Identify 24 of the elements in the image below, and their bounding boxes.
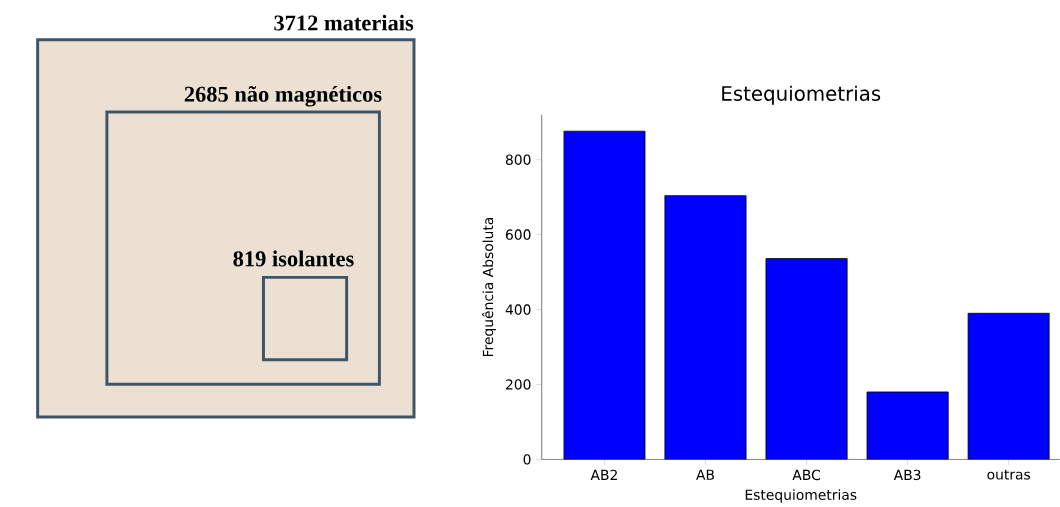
x-axis-title: Estequiometrias xyxy=(745,489,857,503)
x-tick-label: AB xyxy=(696,469,714,480)
data-label: 819 xyxy=(233,251,266,267)
data-label: 3712 xyxy=(274,15,318,31)
category-label: não magnéticos xyxy=(234,85,382,107)
chart-title: Estequiometrias xyxy=(722,85,881,105)
y-axis-title: Frequência Absoluta xyxy=(481,217,496,357)
y-tick-label: 600 xyxy=(505,229,531,240)
y-tick-label: 200 xyxy=(506,379,531,390)
bar xyxy=(563,130,646,460)
x-tick-label: AB2 xyxy=(590,469,617,480)
y-tick-label: 400 xyxy=(505,304,531,315)
category-label: materiais xyxy=(324,14,414,31)
x-tick-label: AB3 xyxy=(893,469,921,481)
data-label: 2685 xyxy=(184,86,228,102)
bar xyxy=(967,312,1050,460)
y-tick-label: 0 xyxy=(523,454,531,465)
bar xyxy=(765,258,848,460)
x-tick-label: outras xyxy=(987,469,1031,480)
bar xyxy=(866,391,949,460)
bar xyxy=(664,195,747,460)
category-label: isolantes xyxy=(272,250,354,267)
y-tick-label: 800 xyxy=(505,154,531,165)
x-tick-label: ABC xyxy=(792,469,821,481)
